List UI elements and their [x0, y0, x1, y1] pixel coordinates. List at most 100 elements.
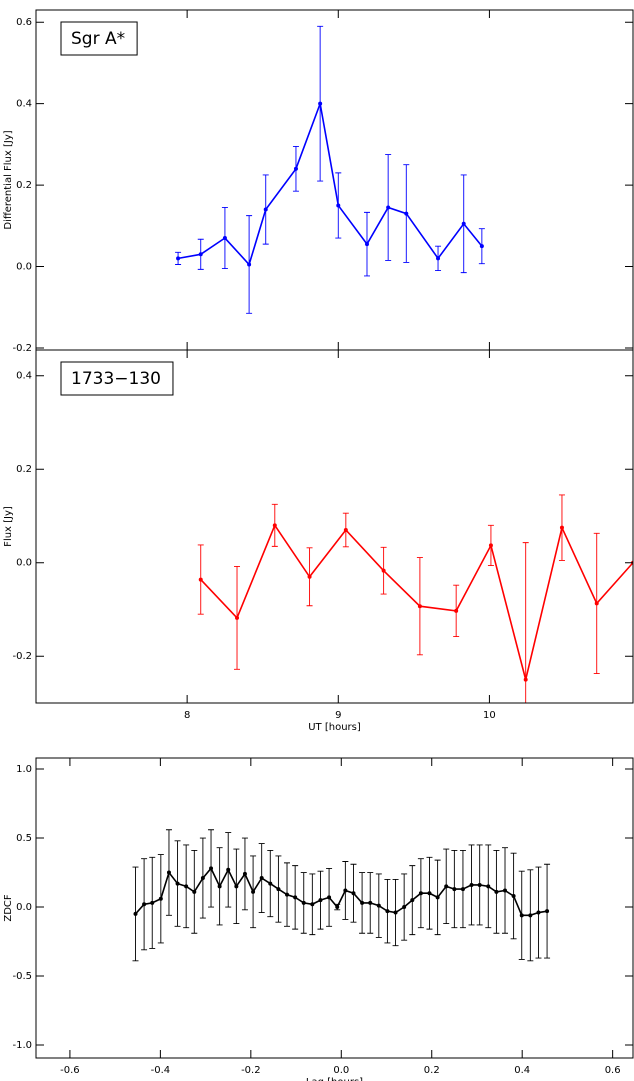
- data-point: [594, 601, 599, 606]
- source-label-text: 1733−130: [71, 369, 161, 389]
- plot-area: [175, 25, 485, 314]
- data-point: [263, 207, 268, 212]
- data-point: [235, 615, 240, 620]
- data-point: [176, 256, 181, 261]
- y-tick-label: 0.6: [16, 17, 32, 28]
- y-axis-label: Differential Flux [Jy]: [3, 130, 14, 229]
- x-tick-label: 9: [335, 710, 341, 721]
- data-point: [436, 256, 441, 261]
- data-line: [200, 523, 633, 680]
- x-tick-label: -0.6: [60, 1065, 80, 1076]
- y-tick-label: 0.2: [16, 464, 32, 475]
- data-point: [158, 896, 163, 901]
- data-point: [175, 881, 180, 886]
- x-axis-label: UT [hours]: [308, 722, 361, 733]
- data-point: [251, 889, 256, 894]
- data-point: [217, 884, 222, 889]
- data-point: [335, 905, 340, 910]
- data-point: [259, 876, 264, 881]
- plot-area: [132, 829, 551, 962]
- y-tick-label: -0.2: [12, 343, 32, 354]
- data-point: [559, 525, 564, 530]
- data-point: [142, 902, 147, 907]
- data-point: [368, 900, 373, 905]
- data-point: [272, 523, 277, 528]
- data-point: [222, 236, 227, 241]
- data-point: [198, 577, 203, 582]
- data-point: [293, 166, 298, 171]
- source-label: 1733−130: [60, 361, 174, 396]
- data-point: [523, 677, 528, 682]
- data-point: [393, 910, 398, 915]
- panel: -1.0 -0.5 0.0 0.5 1.0 -0.6 -0.4 -0.2 0.0 0.2 0.4 0.…: [3, 757, 634, 1081]
- data-point: [343, 528, 348, 533]
- data-point: [268, 881, 273, 886]
- data-point: [150, 900, 155, 905]
- y-tick-label: 0.0: [16, 558, 32, 569]
- data-point: [234, 884, 239, 889]
- data-point: [536, 910, 541, 915]
- x-tick-label: 0.6: [605, 1065, 621, 1076]
- data-point: [454, 608, 459, 613]
- y-tick-label: 0.4: [16, 371, 32, 382]
- data-point: [460, 887, 465, 892]
- data-point: [285, 892, 290, 897]
- data-point: [486, 884, 491, 889]
- data-point: [327, 895, 332, 900]
- x-tick-label: 0.2: [424, 1065, 440, 1076]
- data-point: [435, 895, 440, 900]
- y-axis-label: Flux [Jy]: [3, 506, 14, 547]
- data-point: [417, 604, 422, 609]
- x-tick-label: 10: [483, 710, 496, 721]
- data-line: [177, 100, 483, 267]
- data-point: [343, 888, 348, 893]
- data-point: [242, 871, 247, 876]
- data-point: [528, 913, 533, 918]
- data-point: [427, 891, 432, 896]
- x-tick-label: 0.4: [514, 1065, 530, 1076]
- data-point: [318, 898, 323, 903]
- data-point: [198, 252, 203, 257]
- data-point: [386, 205, 391, 210]
- axes-frame: [35, 349, 634, 704]
- y-tick-label: 0.0: [16, 902, 32, 913]
- y-tick-label: -0.2: [12, 651, 32, 662]
- data-point: [519, 913, 524, 918]
- data-point: [226, 867, 231, 872]
- data-point: [479, 244, 484, 249]
- data-point: [410, 898, 415, 903]
- x-tick-label: -0.2: [241, 1065, 261, 1076]
- data-point: [318, 101, 323, 106]
- panel: -0.2 0.0 0.2 0.4 8 9 10 UT [hours] Flux [Jy] 1733…: [3, 349, 634, 733]
- x-tick-label: 8: [184, 710, 190, 721]
- y-tick-label: 0.0: [16, 262, 32, 273]
- data-point: [247, 262, 252, 267]
- data-point: [469, 882, 474, 887]
- data-point: [336, 203, 341, 208]
- source-label-text: Sgr A*: [71, 29, 125, 49]
- source-label: Sgr A*: [60, 21, 138, 56]
- data-point: [385, 909, 390, 914]
- data-point: [477, 882, 482, 887]
- x-tick-label: 0.0: [333, 1065, 349, 1076]
- data-point: [461, 221, 466, 226]
- data-point: [209, 866, 214, 871]
- data-point: [381, 568, 386, 573]
- data-point: [301, 900, 306, 905]
- y-tick-label: 0.2: [16, 180, 32, 191]
- source-label-box: [60, 361, 174, 396]
- data-point: [503, 888, 508, 893]
- y-tick-label: 0.4: [16, 99, 32, 110]
- data-point: [452, 887, 457, 892]
- data-point: [192, 889, 197, 894]
- data-point: [364, 242, 369, 247]
- data-point: [402, 905, 407, 910]
- y-axis-label: ZDCF: [3, 894, 14, 922]
- x-axis-label: Lag [hours]: [306, 1077, 363, 1081]
- data-point: [133, 911, 138, 916]
- data-point: [494, 889, 499, 894]
- panel: -0.2 0.0 0.2 0.4 0.6 Differential Flux [Jy] Sg…: [3, 9, 634, 354]
- plot-area: [197, 494, 633, 703]
